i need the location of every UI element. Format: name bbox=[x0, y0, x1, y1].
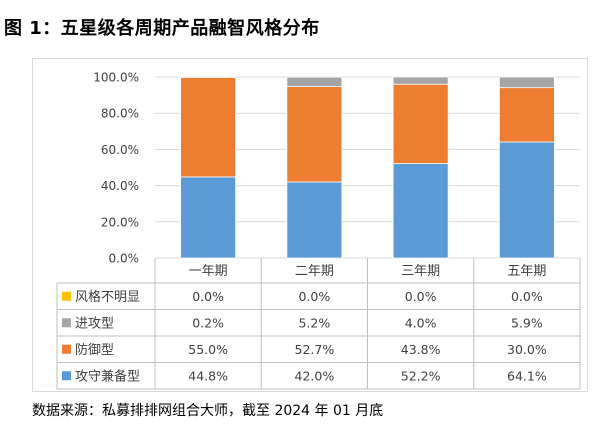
bar-segment bbox=[286, 181, 343, 259]
legend-label: 攻守兼备型 bbox=[75, 368, 140, 384]
source-note: 数据来源：私募排排网组合大师，截至 2024 年 01 月底 bbox=[32, 403, 384, 419]
y-tick-label: 80.0% bbox=[101, 107, 139, 121]
category-label: 五年期 bbox=[507, 264, 546, 279]
y-tick-label: 60.0% bbox=[101, 143, 139, 157]
legend-swatch bbox=[62, 291, 71, 301]
bar-segment bbox=[499, 141, 555, 259]
bar-segment bbox=[180, 176, 236, 259]
table-cell-value: 5.9% bbox=[511, 315, 543, 330]
y-tick-label: 40.0% bbox=[101, 179, 139, 193]
table-cell-value: 0.0% bbox=[405, 289, 437, 304]
table-cell-value: 0.0% bbox=[511, 289, 543, 304]
legend-swatch bbox=[62, 344, 71, 354]
bar-segment bbox=[180, 76, 236, 178]
table-cell-value: 52.7% bbox=[295, 342, 335, 357]
table-cell-value: 4.0% bbox=[405, 315, 437, 330]
table-cell-value: 52.2% bbox=[401, 368, 441, 383]
bar-segment bbox=[499, 87, 555, 143]
legend-label: 进攻型 bbox=[75, 316, 114, 331]
table-cell-value: 0.2% bbox=[192, 315, 224, 330]
bar-segment bbox=[499, 76, 555, 89]
category-label: 一年期 bbox=[189, 264, 228, 279]
table-cell-value: 5.2% bbox=[298, 315, 330, 330]
y-tick-label: 20.0% bbox=[101, 215, 139, 229]
table-cell-value: 44.8% bbox=[188, 368, 228, 383]
figure-title: 图 1：五星级各周期产品融智风格分布 bbox=[4, 18, 320, 39]
table-cell-value: 64.1% bbox=[507, 368, 547, 383]
legend-swatch bbox=[62, 318, 71, 328]
table-cell-value: 30.0% bbox=[507, 342, 547, 357]
bar-segment bbox=[286, 86, 343, 183]
chart-frame bbox=[32, 58, 588, 392]
y-tick-label: 0.0% bbox=[109, 252, 140, 266]
table-cell-value: 42.0% bbox=[295, 368, 335, 383]
y-axis-ticks: 0.0% 20.0% 40.0% 60.0% 80.0% 100.0% bbox=[93, 71, 139, 266]
table-cell-value: 55.0% bbox=[188, 342, 228, 357]
bars bbox=[180, 76, 555, 259]
table-cell-value: 0.0% bbox=[192, 289, 224, 304]
category-label: 二年期 bbox=[295, 264, 334, 279]
table-cell-value: 0.0% bbox=[298, 289, 330, 304]
legend-label: 防御型 bbox=[75, 342, 114, 358]
category-label: 三年期 bbox=[401, 264, 440, 279]
y-tick-label: 100.0% bbox=[93, 71, 139, 85]
bar-segment bbox=[392, 163, 449, 259]
bar-segment bbox=[286, 76, 343, 87]
legend-label: 风格不明显 bbox=[75, 289, 140, 305]
bar-segment bbox=[392, 83, 449, 164]
legend-swatch bbox=[62, 371, 71, 381]
table-cell-value: 43.8% bbox=[401, 342, 441, 357]
bar-segment bbox=[392, 76, 449, 85]
